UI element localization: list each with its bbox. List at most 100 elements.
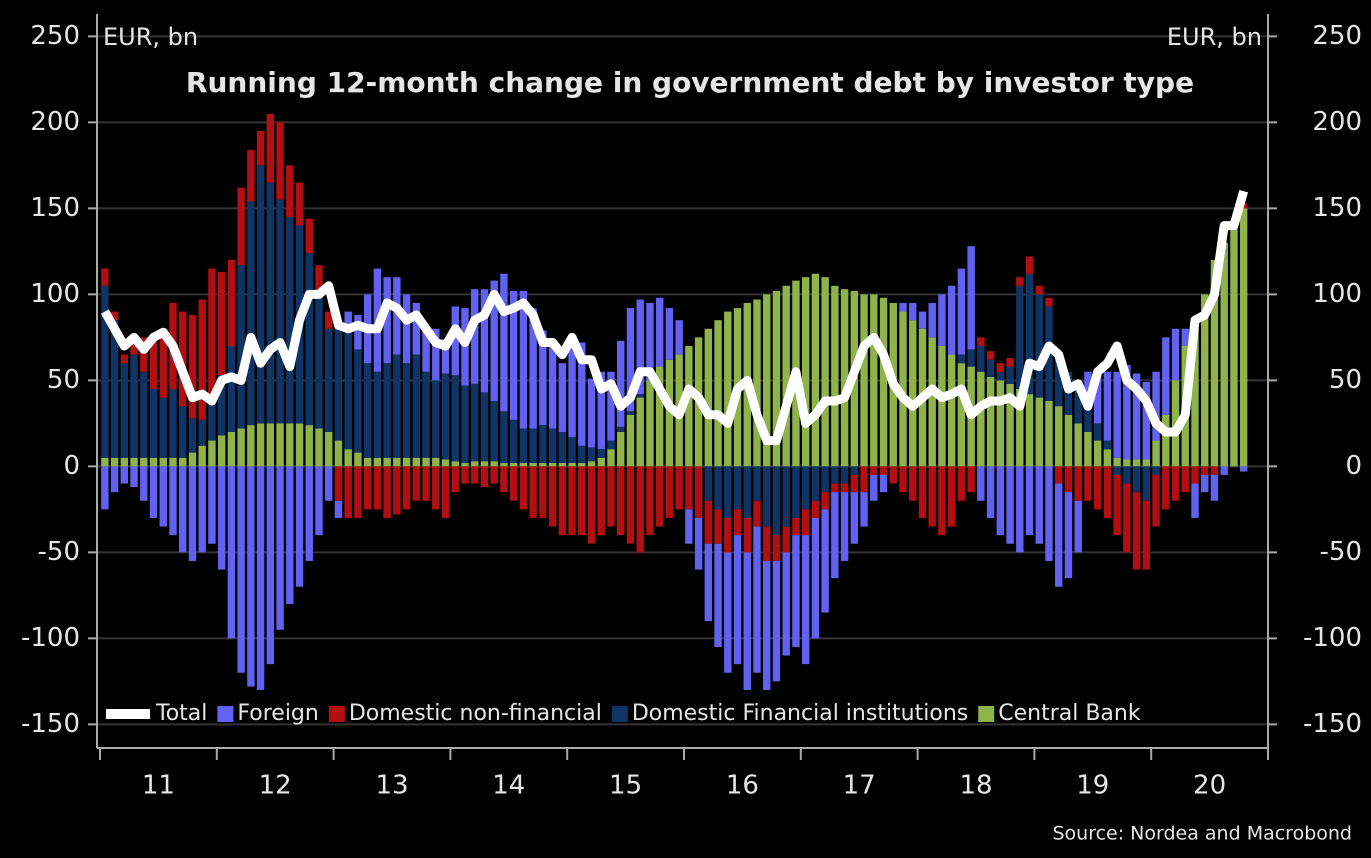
bar	[1210, 259, 1219, 467]
bar	[801, 535, 810, 665]
bar	[831, 466, 839, 484]
bar	[110, 320, 119, 458]
bar	[558, 431, 567, 463]
bar	[938, 345, 946, 467]
bar	[636, 466, 644, 553]
bar	[179, 466, 187, 553]
bar	[480, 392, 489, 462]
bar	[130, 466, 138, 487]
bar	[286, 165, 294, 217]
bar	[402, 457, 411, 467]
bar	[1191, 483, 1199, 518]
bar	[509, 419, 518, 463]
bar	[130, 457, 138, 467]
legend-label: Domestic Financial institutions	[632, 701, 968, 726]
bar	[159, 328, 167, 398]
bar	[977, 337, 985, 346]
bar	[188, 418, 197, 453]
bar	[578, 342, 586, 446]
bar	[792, 517, 800, 536]
y2-tick-label: -150	[1303, 709, 1362, 739]
y-tick-label: 0	[63, 451, 80, 481]
legend-label: Domestic non-financial	[349, 701, 602, 726]
bar	[724, 466, 732, 518]
bar	[704, 500, 713, 544]
bar	[1210, 466, 1219, 475]
y-tick-label: -150	[21, 709, 80, 739]
bar	[597, 449, 605, 458]
bar	[617, 431, 625, 467]
bar	[519, 462, 528, 467]
bar	[1123, 466, 1131, 484]
bar	[169, 466, 177, 536]
bar	[422, 371, 430, 458]
bar	[539, 425, 547, 463]
legend-swatch	[611, 706, 628, 722]
bar	[198, 466, 206, 553]
bar	[870, 294, 878, 467]
bar	[120, 457, 129, 467]
bar	[363, 363, 372, 458]
bar	[578, 445, 586, 463]
bar	[1084, 466, 1092, 501]
y2-tick-label: -50	[1320, 537, 1362, 567]
bar	[1006, 358, 1014, 367]
line	[100, 189, 1249, 446]
bar	[1162, 337, 1170, 415]
bar	[1093, 423, 1102, 441]
bar	[694, 517, 703, 570]
bar	[149, 466, 158, 518]
bar	[1220, 242, 1228, 467]
bar	[140, 371, 148, 458]
bar	[1006, 466, 1014, 544]
bar	[928, 337, 936, 467]
bar	[636, 394, 644, 398]
bar	[840, 483, 849, 493]
bar	[607, 466, 615, 527]
bar	[412, 302, 421, 355]
bar	[529, 466, 537, 518]
bar	[1113, 371, 1121, 458]
bar	[1064, 492, 1073, 579]
bar	[1191, 466, 1199, 484]
bar	[490, 466, 498, 484]
bar	[276, 122, 284, 200]
bar	[587, 466, 596, 544]
bar	[889, 466, 897, 484]
bar	[928, 302, 936, 338]
bar	[1181, 466, 1189, 493]
bar	[909, 466, 917, 501]
bar	[432, 380, 440, 458]
bar	[422, 466, 430, 501]
bar	[1162, 466, 1170, 510]
bar	[578, 462, 586, 467]
x-tick-label: 19	[1076, 771, 1109, 801]
bar	[1103, 371, 1112, 441]
bar	[1123, 483, 1131, 553]
bar	[383, 363, 391, 458]
bar	[568, 342, 576, 438]
bar	[1016, 277, 1024, 286]
bar	[101, 285, 109, 458]
bar	[558, 466, 567, 536]
bar	[753, 299, 761, 467]
bar	[1064, 466, 1073, 493]
legend-swatch	[106, 709, 150, 719]
bar	[208, 397, 216, 441]
bar	[568, 462, 576, 467]
bar	[1045, 297, 1053, 307]
bar	[1113, 466, 1121, 475]
bar	[879, 466, 888, 475]
bar	[821, 277, 829, 467]
bar	[899, 311, 907, 467]
bar	[1093, 371, 1102, 424]
bar	[461, 462, 469, 467]
bar	[1239, 466, 1248, 472]
bar	[617, 340, 625, 427]
bar	[1016, 466, 1024, 553]
bar	[821, 509, 829, 613]
bar	[519, 290, 528, 429]
y-tick-label: 200	[30, 107, 80, 137]
y-tick-label: 150	[30, 193, 80, 223]
bar	[607, 440, 615, 450]
